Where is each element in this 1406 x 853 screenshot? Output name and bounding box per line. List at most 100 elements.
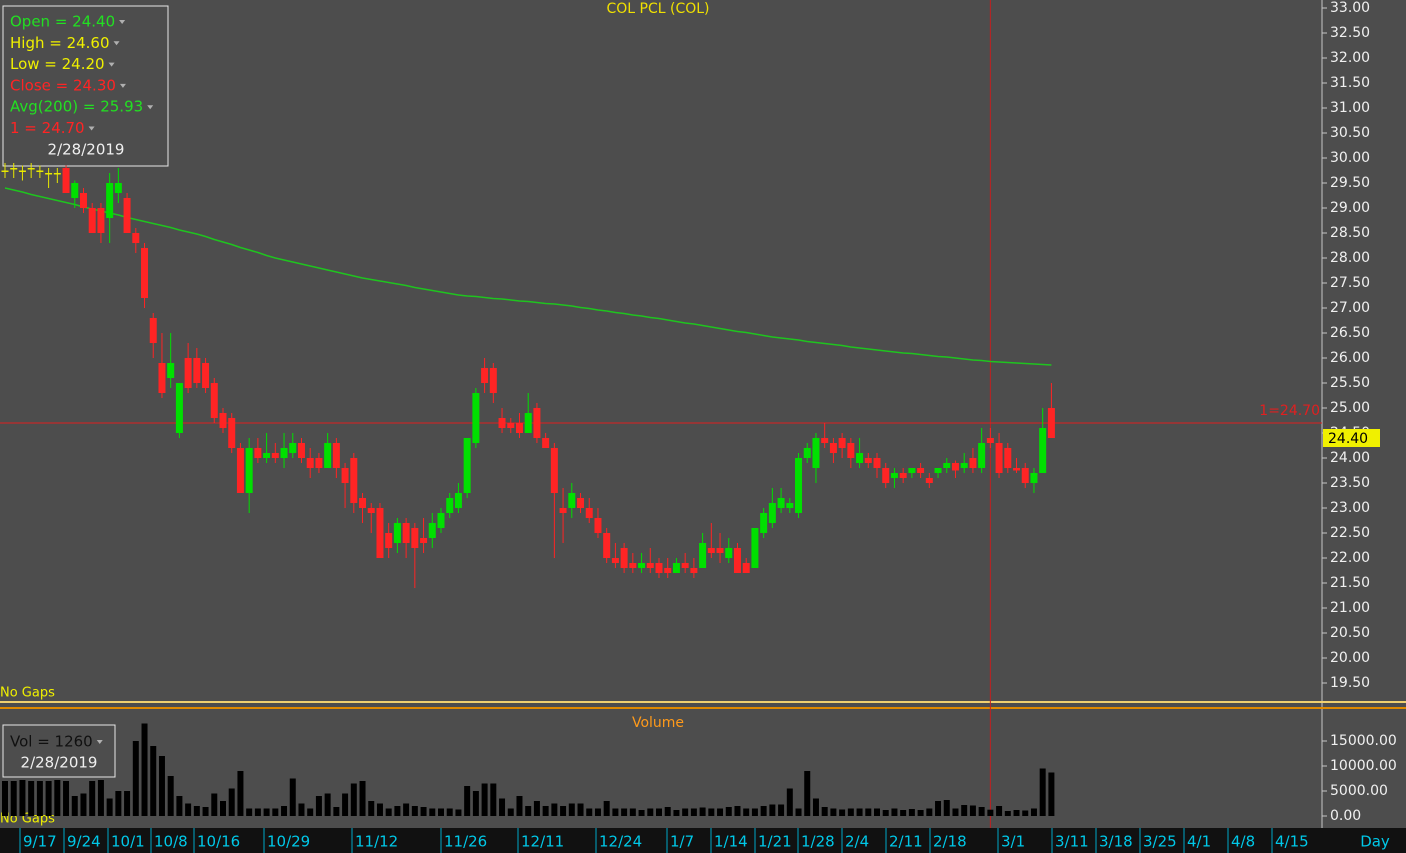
volume-bar: [908, 809, 915, 816]
candle-body: [550, 448, 558, 493]
date-strip: [0, 828, 1406, 853]
candle-body: [803, 448, 811, 458]
volume-bar: [193, 806, 200, 816]
candle-body: [332, 443, 340, 468]
y-tick-label: 28.00: [1330, 250, 1370, 266]
y-tick-label: 25.50: [1330, 375, 1370, 391]
candle-body: [454, 493, 462, 508]
volume-bar: [760, 806, 767, 816]
candle-body: [263, 453, 271, 458]
volume-bar: [1022, 810, 1029, 816]
candle-body: [812, 438, 820, 468]
candle-body: [864, 458, 872, 463]
candle-body: [420, 538, 428, 543]
volume-bar: [324, 793, 331, 816]
vol-info-date: 2/28/2019: [21, 754, 98, 772]
candle-body: [193, 358, 201, 383]
volume-bar: [638, 810, 645, 816]
candle-body: [568, 493, 576, 508]
candle-body: [943, 463, 951, 468]
y-tick-label: 33.00: [1330, 0, 1370, 16]
volume-bar: [246, 808, 253, 816]
candle-body: [498, 418, 506, 428]
volume-bar: [438, 808, 444, 816]
candle-body: [873, 458, 881, 468]
candle-body: [733, 548, 741, 573]
candle-body: [672, 563, 680, 573]
volume-bar: [673, 810, 680, 816]
candle-body: [114, 183, 122, 193]
y-tick-label: 27.00: [1330, 300, 1370, 316]
volume-bar: [882, 810, 889, 816]
volume-bar: [80, 793, 87, 816]
volume-bar: [89, 781, 96, 816]
vol-info: Vol = 1260: [10, 733, 93, 751]
candle-body: [699, 543, 707, 568]
volume-bar: [743, 808, 750, 816]
candle-body: [1039, 428, 1047, 473]
volume-bar: [830, 808, 837, 816]
candle-body: [646, 563, 654, 568]
candle-body: [376, 508, 384, 558]
chart-title: COL PCL (COL): [606, 1, 709, 17]
volume-bar: [254, 808, 261, 816]
candle-body: [847, 443, 855, 458]
candle-body: [664, 568, 672, 573]
candle-body: [428, 523, 436, 538]
x-tick-label: 11/12: [355, 833, 398, 851]
candle-body: [638, 563, 646, 568]
volume-bar: [821, 807, 828, 816]
volume-bar: [281, 806, 288, 816]
volume-bar: [455, 809, 462, 816]
volume-bar: [71, 796, 78, 816]
candle-body: [472, 393, 480, 443]
x-tick-label: 4/1: [1187, 833, 1211, 851]
volume-bar: [376, 803, 383, 816]
volume-bar: [368, 801, 375, 816]
candle-body: [402, 523, 410, 543]
candle-body: [1021, 468, 1029, 483]
dropdown-arrow: [113, 41, 120, 46]
volume-bar: [874, 808, 880, 816]
volume-bar: [150, 746, 157, 816]
candle-body: [725, 548, 733, 558]
volume-bar: [917, 810, 924, 816]
candle-body: [969, 458, 977, 468]
candle-body: [97, 208, 105, 233]
candle-body: [559, 508, 567, 513]
y-tick-label: 23.00: [1330, 500, 1370, 516]
volume-bar: [568, 803, 575, 816]
volume-bar: [220, 801, 226, 816]
candle-body: [210, 383, 218, 418]
candle-body: [768, 503, 776, 523]
volume-bar: [1039, 768, 1046, 816]
volume-bar: [525, 806, 532, 816]
volume-bar: [272, 808, 279, 816]
volume-bar: [124, 791, 131, 816]
volume-bar: [734, 806, 741, 816]
y-tick-label: 25.00: [1330, 400, 1370, 416]
candle-body: [393, 523, 401, 543]
candle-body: [271, 453, 279, 458]
x-tick-label: 9/17: [23, 833, 57, 851]
candle-body: [280, 448, 288, 458]
volume-bar: [978, 807, 985, 816]
volume-bar: [446, 808, 453, 816]
y-tick-label: 19.50: [1330, 675, 1370, 691]
volume-bar: [769, 804, 776, 816]
info-line: 1 = 24.70: [10, 119, 85, 137]
candle-body: [960, 463, 968, 468]
x-tick-label: 2/18: [933, 833, 967, 851]
volume-bar: [132, 741, 139, 816]
y-tick-label: 27.50: [1330, 275, 1370, 291]
candle-body: [297, 443, 305, 458]
volume-bar: [507, 808, 514, 816]
x-tick-label: 10/8: [154, 833, 188, 851]
candle-body: [202, 363, 210, 388]
volume-bar: [786, 788, 793, 816]
candle-body: [36, 170, 44, 172]
volume-bar: [350, 783, 357, 816]
volume-bar: [900, 810, 907, 816]
volume-bar: [961, 805, 968, 816]
candle-body: [79, 193, 87, 208]
